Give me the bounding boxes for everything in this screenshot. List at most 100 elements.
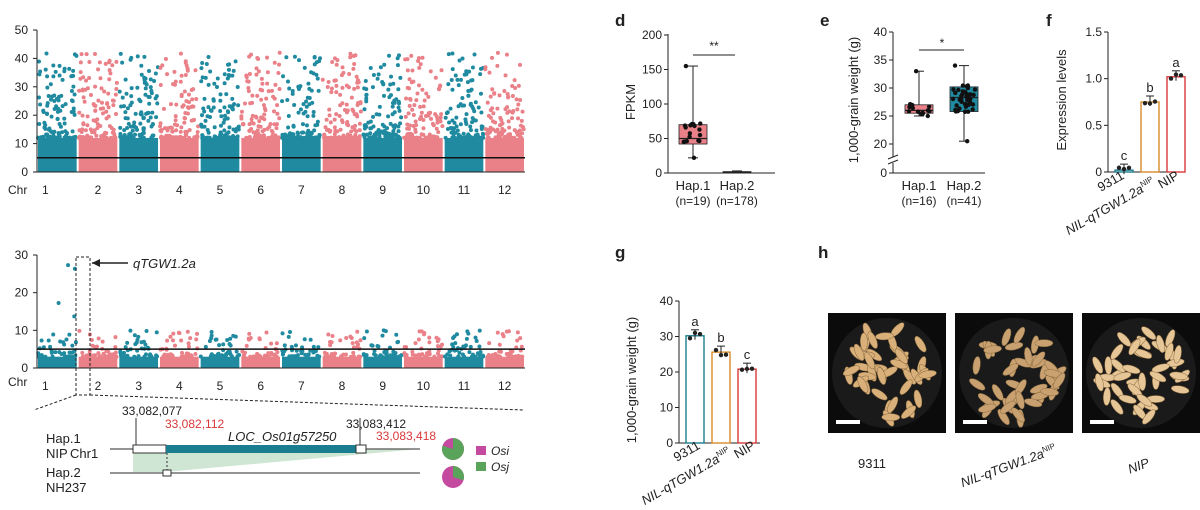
- manhattan-point: [332, 125, 337, 130]
- y-tick-label: 20: [874, 137, 888, 151]
- manhattan-point: [203, 344, 208, 349]
- manhattan-point: [244, 135, 249, 140]
- grain: [1165, 329, 1176, 347]
- manhattan-point: [264, 96, 269, 101]
- manhattan-point: [170, 338, 175, 343]
- box-point: [927, 109, 932, 114]
- box-point: [966, 102, 971, 108]
- y-tick-label: 35: [874, 53, 888, 67]
- panel-d: d FPKM 200 150 100 50 0 ** Hap.1 Hap.2 (n=19…: [615, 11, 775, 208]
- box-point: [964, 139, 970, 144]
- manhattan-point: [450, 118, 455, 123]
- manhattan-point: [461, 344, 466, 349]
- manhattan-point: [135, 338, 140, 343]
- zoom-line-left: [33, 394, 77, 411]
- manhattan-point: [338, 92, 343, 97]
- manhattan-point: [407, 77, 412, 82]
- manhattan-point: [257, 119, 262, 124]
- manhattan-point: [376, 72, 381, 77]
- manhattan-point: [37, 121, 42, 126]
- manhattan-point: [406, 126, 411, 131]
- manhattan-point: [111, 103, 116, 108]
- manhattan-point: [337, 135, 342, 140]
- legend-osi-swatch: [476, 446, 486, 455]
- y-tick-label: 150: [642, 63, 662, 77]
- manhattan-point: [199, 113, 204, 118]
- manhattan-point: [390, 104, 395, 109]
- grain: [969, 378, 986, 391]
- manhattan-point: [80, 350, 85, 355]
- manhattan-point: [406, 131, 411, 136]
- manhattan-point: [478, 72, 483, 77]
- box-point: [687, 131, 693, 136]
- bar-point: [1126, 165, 1132, 171]
- manhattan-point: [427, 132, 432, 137]
- manhattan-point: [499, 349, 504, 354]
- manhattan-point: [237, 353, 242, 358]
- manhattan-point: [491, 127, 496, 132]
- manhattan-point: [70, 129, 75, 134]
- manhattan-point: [332, 78, 337, 83]
- manhattan-y-tick-label: 20: [15, 108, 29, 122]
- grain: [1138, 372, 1147, 391]
- manhattan-point: [56, 132, 61, 137]
- manhattan-chr-tick-10: 10: [417, 379, 431, 393]
- manhattan-point: [51, 74, 56, 79]
- manhattan-point: [285, 79, 290, 84]
- manhattan-point: [326, 79, 331, 84]
- manhattan-point: [382, 128, 387, 133]
- manhattan-point: [43, 67, 48, 72]
- manhattan-point: [284, 55, 289, 60]
- manhattan-point: [48, 97, 53, 102]
- manhattan-point: [203, 75, 208, 80]
- manhattan-point: [514, 345, 519, 350]
- manhattan-point: [326, 135, 331, 140]
- manhattan-point: [476, 105, 481, 110]
- manhattan-point: [209, 108, 214, 113]
- manhattan-point: [452, 135, 457, 140]
- manhattan-point: [176, 330, 181, 335]
- manhattan-point: [246, 89, 251, 94]
- grain: [1118, 394, 1137, 404]
- manhattan-point: [119, 104, 124, 109]
- manhattan-point: [349, 129, 354, 134]
- manhattan-point: [134, 125, 139, 130]
- manhattan-point: [255, 351, 260, 356]
- manhattan-point: [455, 77, 460, 82]
- manhattan-point: [272, 109, 277, 114]
- manhattan-point: [371, 134, 376, 139]
- manhattan-point: [148, 352, 153, 357]
- manhattan-point: [260, 116, 265, 121]
- manhattan-chr-tick-11: 11: [458, 379, 471, 393]
- manhattan-point: [350, 125, 355, 130]
- manhattan-point: [478, 91, 483, 96]
- manhattan-point: [162, 352, 167, 357]
- manhattan-point: [227, 349, 232, 354]
- manhattan-point: [212, 354, 217, 359]
- manhattan-point: [96, 67, 101, 72]
- manhattan-point: [510, 94, 515, 99]
- manhattan-point: [114, 59, 119, 64]
- manhattan-point: [227, 125, 232, 130]
- manhattan-point: [182, 116, 187, 121]
- manhattan-point: [265, 81, 270, 86]
- manhattan-point: [276, 135, 281, 140]
- panel-f-letter: f: [1046, 11, 1052, 30]
- manhattan-point: [263, 353, 268, 358]
- manhattan-point: [291, 123, 296, 128]
- manhattan-point: [304, 99, 309, 104]
- bar-point: [744, 366, 750, 372]
- manhattan-point: [277, 50, 282, 55]
- manhattan-point: [80, 113, 85, 118]
- manhattan-point: [462, 103, 467, 108]
- manhattan-point: [114, 354, 119, 359]
- manhattan-point: [77, 328, 82, 333]
- manhattan-point: [439, 68, 444, 73]
- manhattan-point: [94, 344, 99, 349]
- grain: [871, 388, 888, 401]
- manhattan-band-chr-10: [404, 137, 443, 172]
- manhattan-point: [171, 331, 176, 336]
- manhattan-point: [93, 108, 98, 113]
- manhattan-point: [87, 354, 92, 359]
